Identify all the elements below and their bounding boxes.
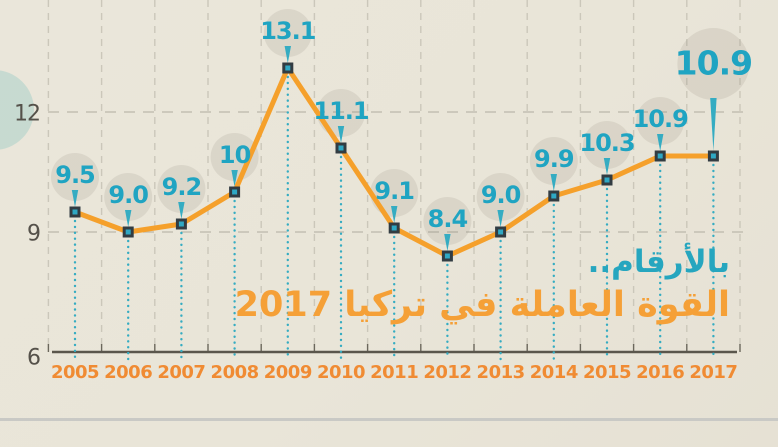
label-pointer — [284, 46, 291, 63]
label-pointer — [550, 174, 557, 191]
label-halo — [157, 165, 206, 213]
data-point-label: 9.0 — [480, 181, 522, 209]
x-axis-year-label: 2005 — [50, 362, 100, 383]
label-pointer — [71, 190, 79, 207]
data-marker-core — [178, 221, 184, 227]
data-point-label: 9.2 — [161, 173, 203, 201]
label-halo — [317, 89, 365, 137]
x-axis-year-label: 2015 — [582, 362, 632, 383]
label-halo — [677, 28, 750, 100]
data-marker-core — [444, 253, 450, 259]
data-marker-core — [285, 65, 291, 71]
label-pointer — [497, 210, 504, 227]
x-axis-year-label: 2007 — [157, 362, 206, 383]
label-pointer — [657, 134, 664, 151]
x-axis-year-label: 2008 — [210, 362, 260, 383]
x-axis-year-label: 2016 — [636, 362, 685, 383]
data-point-label: 9.1 — [374, 177, 415, 205]
data-marker-core — [551, 193, 557, 199]
label-pointer — [337, 126, 345, 143]
bottom-separator — [0, 418, 778, 421]
data-marker-core — [232, 189, 238, 195]
label-pointer — [391, 206, 398, 223]
label-pointer — [710, 98, 717, 151]
label-pointer — [231, 170, 238, 187]
data-point-label: 10.9 — [674, 43, 753, 83]
label-pointer — [125, 210, 132, 227]
x-axis-year-label: 2010 — [316, 362, 366, 383]
label-halo — [51, 153, 99, 201]
label-halo — [529, 137, 578, 185]
x-axis-year-label: 2009 — [263, 362, 313, 383]
label-halo — [104, 173, 153, 221]
title-main: القوة العاملة في تركيا 2017 — [234, 284, 730, 325]
data-marker-core — [604, 177, 610, 183]
label-halo — [636, 97, 685, 145]
x-axis-year-label: 2014 — [529, 362, 579, 383]
label-halo — [423, 197, 472, 245]
data-point-label: 10 — [218, 141, 251, 169]
data-point-label: 13.1 — [260, 17, 316, 45]
x-axis-year-label: 2006 — [104, 362, 153, 383]
y-axis-label: 6 — [27, 345, 41, 371]
label-halo — [476, 173, 525, 221]
x-axis-year-label: 2013 — [476, 362, 526, 383]
data-marker-core — [338, 145, 344, 151]
x-axis-year-label: 2011 — [370, 362, 419, 383]
data-point-label: 9.5 — [55, 161, 96, 189]
data-point-label: 10.9 — [632, 105, 689, 133]
chart-title: بالأرقام.. القوة العاملة في تركيا 2017 — [235, 243, 730, 328]
data-marker-core — [72, 209, 78, 215]
data-point-label: 9.0 — [108, 181, 149, 209]
x-axis-year-label: 2012 — [423, 362, 472, 383]
label-pointer — [603, 158, 611, 175]
data-marker-core — [710, 153, 716, 159]
label-halo — [263, 9, 312, 57]
title-kicker: بالأرقام.. — [587, 244, 730, 280]
data-marker-core — [657, 153, 663, 159]
data-marker-core — [498, 229, 504, 235]
data-marker-core — [125, 229, 131, 235]
data-marker-core — [391, 225, 397, 231]
label-pointer — [444, 234, 451, 251]
x-axis-year-label: 2017 — [689, 362, 738, 383]
label-halo — [370, 169, 419, 217]
data-point-label: 8.4 — [427, 205, 469, 233]
data-point-label: 9.9 — [534, 145, 575, 173]
label-halo — [583, 121, 631, 169]
label-pointer — [178, 202, 185, 219]
data-point-label: 10.3 — [579, 129, 635, 157]
y-axis-label: 9 — [27, 221, 41, 247]
y-axis-label: 12 — [14, 101, 41, 127]
data-point-label: 11.1 — [313, 97, 369, 125]
